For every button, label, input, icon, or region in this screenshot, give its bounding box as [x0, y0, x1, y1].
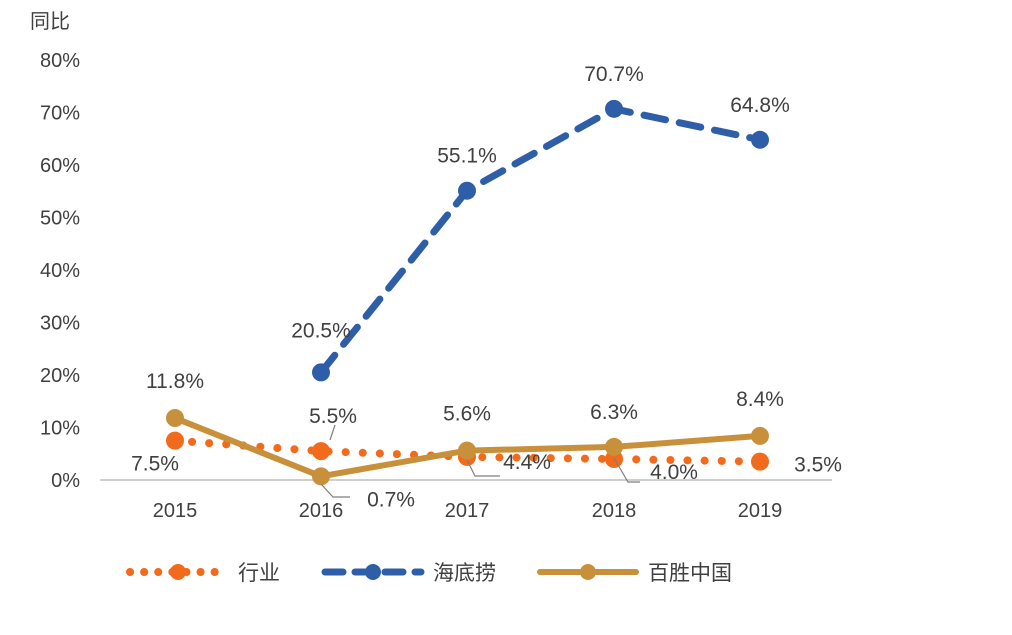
- legend-marker: [365, 564, 381, 580]
- data-label: 4.0%: [650, 461, 698, 484]
- data-label: 70.7%: [584, 63, 644, 86]
- data-label: 0.7%: [367, 488, 415, 511]
- data-point: [312, 363, 330, 382]
- label-leader-line: [329, 424, 336, 441]
- legend-marker: [170, 564, 186, 580]
- label-leader-line: [320, 483, 350, 498]
- label-leader-line: [613, 457, 640, 483]
- data-point: [751, 130, 769, 149]
- x-tick-label: 2015: [153, 500, 198, 522]
- x-tick-label: 2017: [445, 500, 490, 522]
- data-label: 8.4%: [736, 388, 784, 411]
- y-tick-label: 0%: [51, 470, 80, 492]
- data-label: 5.6%: [443, 403, 491, 426]
- data-point: [166, 409, 184, 428]
- data-point: [458, 441, 476, 460]
- data-point: [166, 431, 184, 450]
- data-label: 4.4%: [503, 451, 551, 474]
- y-tick-label: 80%: [40, 50, 80, 72]
- x-tick-label: 2016: [299, 500, 344, 522]
- label-leader-line: [466, 459, 500, 477]
- data-point: [605, 99, 623, 118]
- data-point: [605, 437, 623, 456]
- data-label: 7.5%: [131, 453, 179, 476]
- y-tick-label: 60%: [40, 155, 80, 177]
- x-tick-label: 2018: [592, 500, 637, 522]
- y-axis-label: 同比: [30, 10, 70, 33]
- legend-item: 百胜中国: [537, 562, 732, 585]
- data-label: 64.8%: [730, 94, 790, 117]
- y-tick-label: 70%: [40, 103, 80, 125]
- legend-item: 海底捞: [321, 562, 496, 585]
- y-tick-label: 30%: [40, 313, 80, 335]
- legend-item: 行业: [126, 562, 280, 585]
- data-point: [751, 426, 769, 445]
- legend-label: 海底捞: [433, 562, 496, 585]
- data-point: [458, 181, 476, 200]
- legend-label: 百胜中国: [648, 562, 732, 585]
- data-label: 6.3%: [590, 401, 638, 424]
- data-point: [312, 442, 330, 461]
- data-point: [312, 467, 330, 486]
- data-label: 11.8%: [146, 370, 204, 393]
- data-label: 55.1%: [437, 145, 497, 168]
- data-label: 5.5%: [309, 405, 357, 428]
- series-line-1: [317, 105, 764, 376]
- y-tick-label: 20%: [40, 365, 80, 387]
- data-label: 3.5%: [794, 454, 842, 477]
- legend-marker: [580, 564, 596, 580]
- data-label: 20.5%: [291, 319, 351, 342]
- legend-label: 行业: [238, 562, 280, 585]
- y-tick-label: 10%: [40, 418, 80, 440]
- data-point: [751, 452, 769, 471]
- x-tick-label: 2019: [738, 500, 783, 522]
- y-tick-label: 40%: [40, 260, 80, 282]
- y-tick-label: 50%: [40, 208, 80, 230]
